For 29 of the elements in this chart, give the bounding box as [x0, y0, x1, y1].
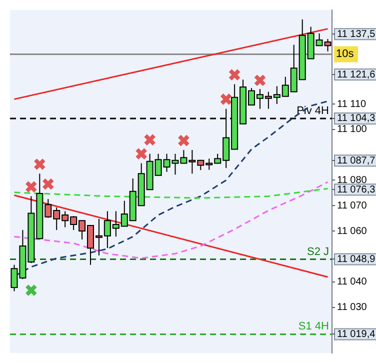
point	[24, 180, 38, 194]
point	[254, 74, 266, 87]
y-tick-label: 11 080	[337, 174, 368, 186]
y-tick-label: 11 070	[337, 200, 368, 212]
y-tick-label: 11 104,3	[337, 113, 376, 124]
y-tick-label: 11 019,4	[337, 328, 376, 340]
y-tick-label: 11 040	[337, 276, 368, 288]
line-series	[13, 181, 329, 259]
point	[135, 148, 148, 160]
point	[144, 134, 156, 146]
point	[177, 134, 190, 147]
point	[220, 92, 232, 106]
y-tick-label: 11 110	[337, 98, 367, 110]
point	[228, 68, 241, 82]
y-tick-label: 11 030	[337, 302, 368, 314]
y-tick-label: 11 087,7	[337, 155, 376, 166]
y-tick-label: 11 100	[337, 124, 368, 136]
y-tick-label: 11 076,3	[337, 184, 376, 196]
ref-line-label: S1 4H	[298, 320, 330, 333]
y-tick-label: 11 137,5	[337, 28, 376, 40]
y-tick-label: 11 060	[337, 226, 368, 237]
y-tick-label: 11 121,6	[337, 69, 376, 80]
ref-line-label: S2 J	[306, 246, 329, 258]
point	[42, 178, 54, 190]
ref-line-label: 10s	[336, 48, 354, 60]
point	[33, 158, 46, 170]
y-tick-label: 11 048,9	[337, 254, 376, 265]
point	[24, 284, 38, 296]
line-series	[13, 188, 329, 199]
